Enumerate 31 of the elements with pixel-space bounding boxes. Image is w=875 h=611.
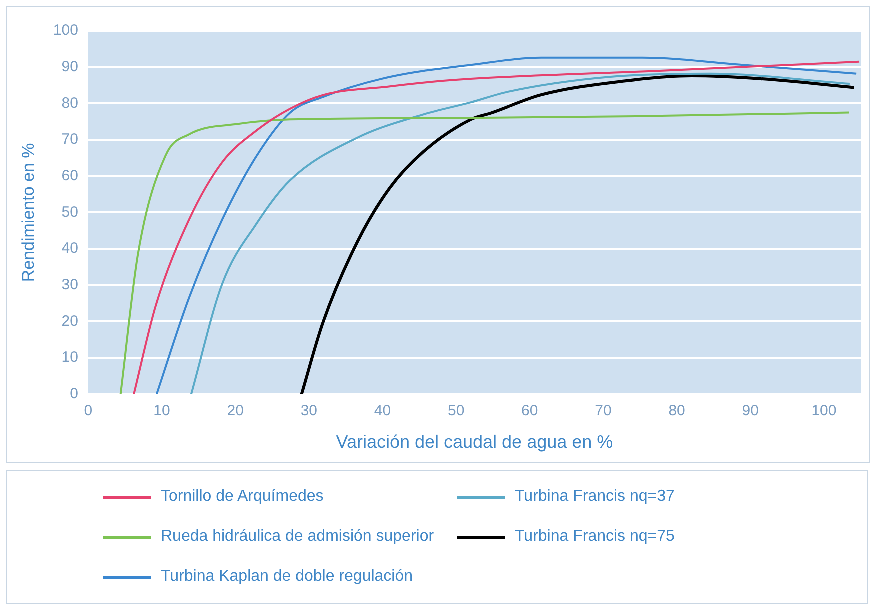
- y-tick-label: 90: [62, 58, 78, 76]
- y-tick-label: 80: [62, 94, 78, 112]
- line-series: [300, 74, 856, 394]
- x-tick-label: 20: [227, 402, 244, 420]
- legend-label: Turbina Francis nq=37: [515, 488, 675, 506]
- x-tick-label: 60: [522, 402, 538, 420]
- x-axis-title: Variación del caudal de agua en %: [336, 432, 614, 452]
- x-tick-label: 70: [595, 402, 612, 420]
- x-tick-label: 90: [742, 402, 759, 420]
- x-tick-label: 10: [154, 402, 170, 420]
- y-axis-title: Rendimiento en %: [18, 143, 38, 282]
- x-tick-label: 50: [448, 402, 465, 420]
- legend-label: Tornillo de Arquímedes: [161, 488, 324, 506]
- y-tick-label: 100: [53, 22, 78, 40]
- legend-label: Turbina Kaplan de doble regulación: [161, 568, 414, 586]
- legend-label: Rueda hidráulica de admisión superior: [161, 528, 434, 546]
- x-tick-label: 30: [300, 402, 318, 420]
- y-tick-label: 30: [62, 276, 78, 294]
- x-tick-label: 0: [84, 402, 93, 420]
- line-series: [120, 112, 850, 394]
- x-tick-label: 100: [812, 402, 837, 420]
- y-tick-label: 70: [62, 131, 78, 148]
- legend-label: Turbina Francis nq=75: [515, 528, 675, 546]
- y-tick-label: 10: [62, 349, 78, 366]
- x-tick-label: 40: [374, 402, 392, 420]
- y-tick-label: 40: [62, 240, 78, 258]
- y-tick-label: 0: [70, 386, 78, 403]
- y-tick-label: 20: [62, 312, 78, 330]
- y-tick-label: 50: [62, 204, 78, 221]
- y-tick-label: 60: [62, 168, 78, 184]
- x-tick-label: 80: [668, 402, 686, 420]
